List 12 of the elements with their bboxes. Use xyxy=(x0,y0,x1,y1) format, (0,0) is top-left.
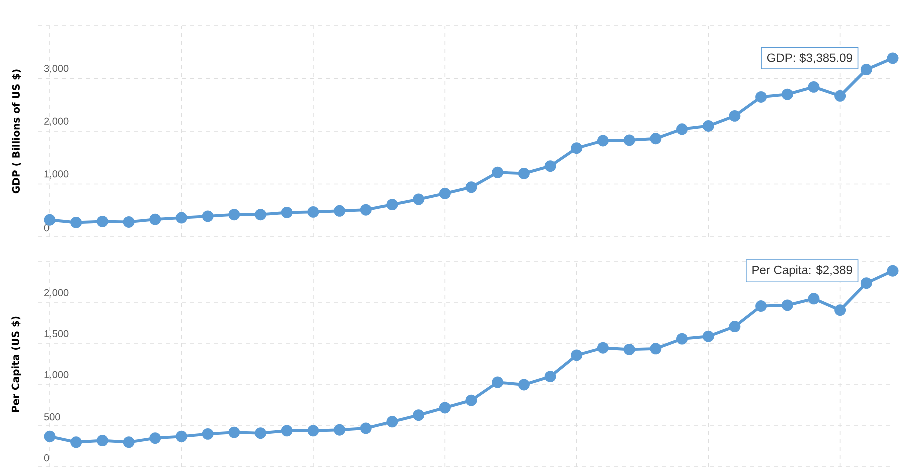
y-tick-label: 500 xyxy=(44,414,60,421)
y-tick-label: 2,000 xyxy=(44,289,69,298)
annotation: Per Capita: $2,389 xyxy=(752,265,852,277)
y-axis-title: Per Capita (US $) xyxy=(12,316,22,412)
y-tick-label: 1,000 xyxy=(44,170,69,179)
y-tick-label: 0 xyxy=(44,454,50,462)
y-tick-label: 3,000 xyxy=(44,65,69,74)
y-tick-label: 2,000 xyxy=(44,118,69,126)
y-tick-label: 1,500 xyxy=(44,330,69,339)
annotation: GDP: $3,385.09 xyxy=(767,53,852,64)
y-tick-label: 1,000 xyxy=(44,371,69,380)
y-axis-title: GDP ( Billions of US $) xyxy=(12,70,22,194)
